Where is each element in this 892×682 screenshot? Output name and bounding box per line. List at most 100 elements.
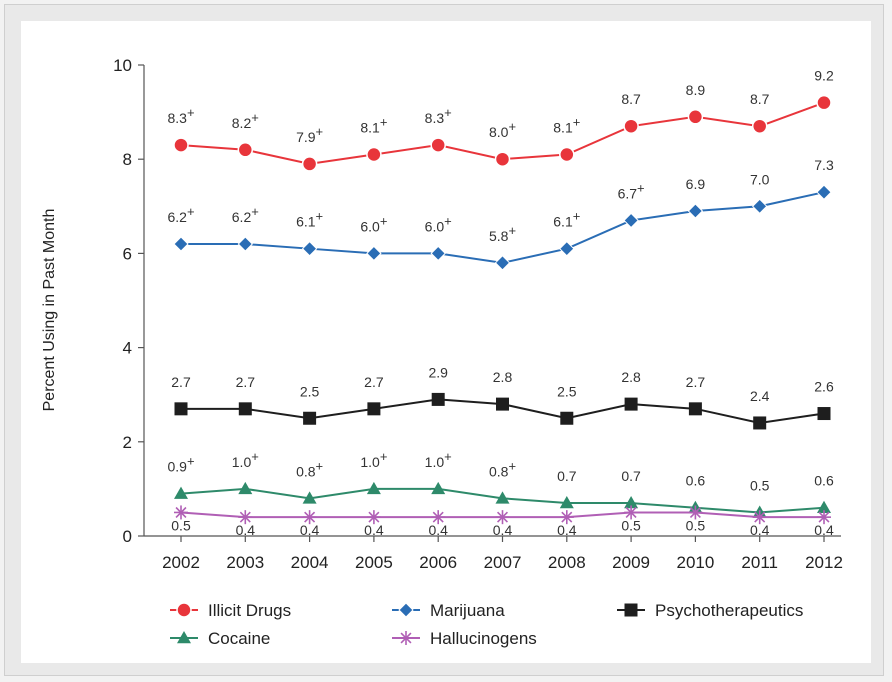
data-label-hallucinogens: 0.4 [236,522,256,538]
data-point-illicit-drugs [237,142,254,158]
data-label-hallucinogens: 0.4 [750,522,770,538]
x-tick-label: 2004 [291,553,329,572]
data-label-marijuana: 6.2+ [232,204,259,225]
data-point-marijuana [751,198,768,215]
data-point-marijuana [623,212,639,229]
data-label-cocaine: 0.7 [557,468,577,484]
data-label-psychotherapeutics: 2.7 [364,374,384,390]
x-tick-label: 2003 [226,553,264,572]
x-tick-label: 2006 [419,553,457,572]
star-stroke [496,511,509,523]
data-point-marijuana [237,236,254,252]
data-point-illicit-drugs [430,137,446,153]
data-point-illicit-drugs [559,146,575,163]
data-label-marijuana: 6.0+ [425,213,452,234]
series-illicit-drugs [173,94,832,172]
legend-item-illicit-drugs: Illicit Drugs [170,601,291,620]
y-tick-label: 6 [123,244,132,263]
star-stroke [304,511,316,523]
data-label-hallucinogens: 0.4 [814,522,834,538]
x-tick-label: 2010 [676,553,714,572]
legend-marker-hallucinogens [399,631,413,645]
data-point-illicit-drugs [366,146,382,163]
data-label-illicit-drugs: 8.2+ [232,110,259,131]
legend-item-hallucinogens: Hallucinogens [392,629,537,648]
data-label-psychotherapeutics: 2.7 [686,374,706,390]
data-label-illicit-drugs: 8.3+ [167,105,194,126]
data-label-cocaine: 0.6 [814,473,834,489]
chart-legend: Illicit Drugs Marijuana Psychotherapeutics… [170,601,803,648]
legend-label: Hallucinogens [430,629,537,648]
data-label-cocaine: 1.0+ [232,449,259,470]
data-label-hallucinogens: 0.4 [493,522,513,538]
data-label-illicit-drugs: 8.7 [621,91,641,107]
data-label-psychotherapeutics: 2.4 [750,388,770,404]
star-stroke [400,632,412,644]
data-point-psychotherapeutics [624,397,638,411]
data-point-psychotherapeutics [560,411,574,425]
star-stroke [432,511,444,523]
series-cocaine [174,481,831,518]
legend-marker-illicit-drugs [176,602,192,618]
data-label-marijuana: 6.1+ [553,209,580,230]
data-label-cocaine: 0.6 [686,473,706,489]
legend-marker-psychotherapeutics [624,603,638,617]
x-tick-label: 2012 [805,553,843,572]
data-point-marijuana [494,255,511,271]
star-stroke [239,511,251,523]
data-label-cocaine: 0.8+ [489,458,516,479]
data-point-psychotherapeutics [303,411,317,425]
legend-marker-cocaine [177,631,191,644]
data-point-illicit-drugs [494,151,511,167]
chart-panel: 0 2 4 6 8 10 2002 2003 2004 2005 2006 2007 2008 2009 2… [21,21,871,663]
data-point-cocaine [431,481,446,495]
data-label-hallucinogens: 0.5 [171,517,191,533]
data-point-marijuana [559,240,575,257]
series-hallucinogens [174,505,831,525]
legend-label: Psychotherapeutics [655,601,803,620]
x-tick-label: 2002 [162,553,200,572]
data-point-marijuana [301,240,318,257]
figure-frame: 0 2 4 6 8 10 2002 2003 2004 2005 2006 2007 2008 2009 2… [4,4,884,676]
data-label-illicit-drugs: 8.9 [686,82,706,98]
star-stroke [818,511,830,523]
data-point-hallucinogens [624,505,639,520]
data-label-psychotherapeutics: 2.8 [493,369,513,385]
legend-label: Illicit Drugs [208,601,291,620]
data-label-cocaine: 0.5 [750,477,770,493]
legend-item-marijuana: Marijuana [392,601,505,620]
data-label-psychotherapeutics: 2.5 [557,383,577,399]
data-label-illicit-drugs: 8.0+ [489,119,516,140]
data-point-psychotherapeutics [753,416,767,430]
data-label-hallucinogens: 0.4 [364,522,384,538]
data-point-hallucinogens [238,510,253,525]
star-stroke [754,511,766,523]
data-point-cocaine [238,481,253,495]
y-tick-label: 10 [113,56,132,75]
data-point-marijuana [366,245,382,262]
x-tick-label: 2008 [548,553,586,572]
line-chart: 0 2 4 6 8 10 2002 2003 2004 2005 2006 2007 2008 2009 2… [41,56,843,648]
legend-label: Marijuana [430,601,505,620]
data-label-marijuana: 6.2+ [167,204,194,225]
data-label-psychotherapeutics: 2.6 [814,379,834,395]
y-tick-label: 0 [123,527,132,546]
data-label-cocaine: 0.8+ [296,458,323,479]
data-point-psychotherapeutics [431,392,445,406]
data-point-illicit-drugs [173,137,189,153]
data-point-psychotherapeutics [367,402,381,416]
data-label-illicit-drugs: 8.1+ [360,114,387,135]
data-point-cocaine [495,491,510,504]
data-label-illicit-drugs: 8.3+ [425,105,452,126]
data-point-illicit-drugs [687,109,704,125]
data-point-hallucinogens [688,505,703,520]
data-point-illicit-drugs [623,118,639,134]
data-point-illicit-drugs [301,156,318,172]
data-point-cocaine [174,486,188,499]
data-point-marijuana [430,245,446,262]
data-label-illicit-drugs: 9.2 [814,68,834,84]
data-label-hallucinogens: 0.4 [428,522,448,538]
series-layer [173,94,832,525]
legend-item-cocaine: Cocaine [170,629,270,648]
data-label-marijuana: 6.0+ [360,213,387,234]
